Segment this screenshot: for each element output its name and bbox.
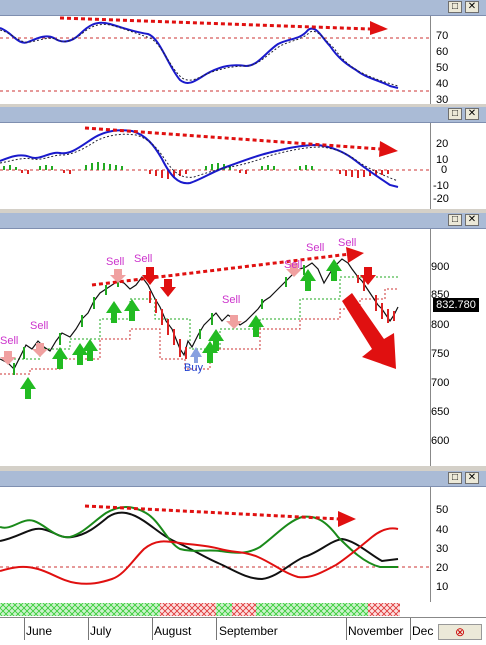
pane3-maximize-button[interactable]: □ [448, 214, 462, 226]
month-label: November [348, 624, 404, 638]
month-label: July [90, 624, 112, 638]
month-tick [410, 618, 411, 640]
month-tick [24, 618, 25, 640]
pane2-ytick: -10 [433, 180, 449, 192]
buy-signal-label: Buy [184, 362, 203, 374]
pane4-chart [0, 504, 430, 585]
pane2-close-button[interactable]: ✕ [465, 108, 479, 120]
pane2-ytick: -20 [433, 193, 449, 205]
pane2-ytick: 10 [436, 154, 449, 166]
pane1-ytick: 40 [436, 78, 449, 90]
sell-signal-label: Sell [338, 237, 357, 249]
sell-signal-label: Sell [134, 253, 153, 265]
month-tick [152, 618, 153, 640]
pane4-ytick: 30 [436, 543, 449, 555]
pane1-ytick: 30 [436, 94, 449, 106]
pane1-axis: 70 60 50 40 30 [431, 16, 486, 106]
pane3-ytick: 800 [431, 319, 450, 331]
pane3-ytick: 650 [431, 406, 450, 418]
sell-signal-label: Sell [106, 256, 125, 268]
pane1-titlebar: □ ✕ [0, 0, 486, 16]
pane4-plot [0, 487, 431, 602]
month-label: August [154, 624, 192, 638]
month-tick [88, 618, 89, 640]
pane4-titlebar: □ ✕ [0, 471, 486, 487]
month-label: Dec [412, 624, 434, 638]
sell-signal-label: Sell [284, 259, 303, 271]
pane1-close-button[interactable]: ✕ [465, 1, 479, 13]
x-axis [0, 617, 486, 645]
pane4-ytick: 50 [436, 504, 449, 516]
pane4-ytick: 40 [436, 524, 449, 536]
month-label: June [26, 624, 53, 638]
pane4-maximize-button[interactable]: □ [448, 472, 462, 484]
pane3-close-button[interactable]: ✕ [465, 214, 479, 226]
price-chart [0, 247, 399, 399]
pane1-ytick: 70 [436, 30, 449, 42]
pane3-axis: 900 850 800 750 700 650 600 [431, 229, 486, 466]
pane4-ytick: 10 [436, 581, 449, 593]
sell-signal-label: Sell [30, 320, 49, 332]
pane4-axis: 50 40 30 20 10 [431, 487, 486, 602]
pane2-axis: 20 10 0 -10 -20 [431, 123, 486, 209]
pane2-plot [0, 123, 431, 209]
pane2-chart [0, 126, 430, 188]
pane2-ytick: 0 [441, 164, 448, 176]
pane1-maximize-button[interactable]: □ [448, 1, 462, 13]
last-price-label: 832.780 [433, 298, 479, 312]
pane4-ytick: 20 [436, 562, 449, 574]
month-tick [216, 618, 217, 640]
pane3-ytick: 750 [431, 348, 450, 360]
pane3-plot: Sell Sell Sell Sell Sell Sell Sell Sell … [0, 229, 431, 466]
sell-signal-label: Sell [222, 294, 241, 306]
pane2-titlebar: □ ✕ [0, 107, 486, 123]
pane3-ytick: 900 [431, 261, 450, 273]
pane3-ytick: 600 [431, 435, 450, 447]
pane1-chart [0, 16, 430, 92]
pane1-plot [0, 16, 431, 104]
month-tick [346, 618, 347, 640]
pane2-ytick: 20 [436, 138, 449, 150]
pane4-close-button[interactable]: ✕ [465, 472, 479, 484]
pane1-ytick: 50 [436, 62, 449, 74]
sell-signal-label: Sell [306, 242, 325, 254]
stop-icon[interactable]: ⊗ [438, 624, 482, 640]
sell-signal-label: Sell [0, 335, 19, 347]
pane3-ytick: 700 [431, 377, 450, 389]
pane1-ytick: 60 [436, 46, 449, 58]
pane2-maximize-button[interactable]: □ [448, 108, 462, 120]
regime-band [0, 602, 486, 617]
month-label: September [219, 624, 278, 638]
pane3-titlebar: □ ✕ [0, 213, 486, 229]
regime-band-chart [0, 603, 400, 616]
